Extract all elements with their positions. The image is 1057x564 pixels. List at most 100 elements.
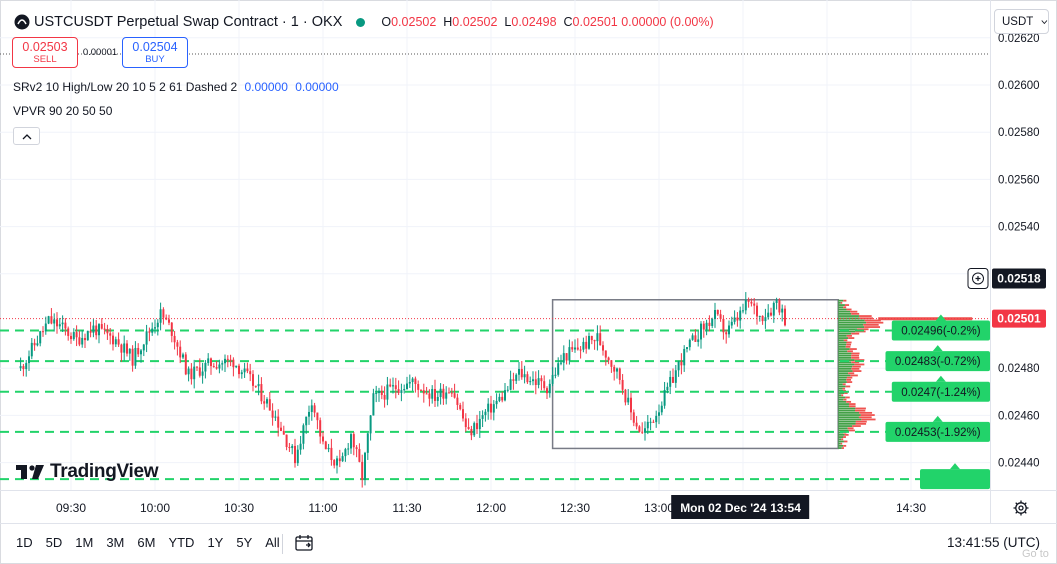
symbol-title[interactable]: USTCUSDT Perpetual Swap Contract · 1 · O… xyxy=(34,14,343,30)
crosshair-time-label: 13:54 xyxy=(770,501,801,515)
candle-up xyxy=(744,299,747,311)
candle-down xyxy=(179,346,182,358)
candle-down xyxy=(22,366,25,370)
volume-bar-up xyxy=(838,447,842,449)
volume-bar-down xyxy=(846,343,852,346)
candle-down xyxy=(590,335,593,341)
candle-down xyxy=(602,345,604,351)
candle-down xyxy=(176,342,179,347)
activation-watermark: Go to xyxy=(1022,548,1049,560)
volume-bar-down xyxy=(858,315,872,317)
utc-clock[interactable]: 13:41:55 (UTC) xyxy=(947,535,1041,550)
candle-up xyxy=(660,405,663,413)
candle-down xyxy=(417,384,420,390)
candle-up xyxy=(733,317,736,322)
volume-bar-up xyxy=(838,383,843,386)
candle-down xyxy=(462,409,464,419)
candle-up xyxy=(677,361,680,371)
candle-up xyxy=(36,343,39,346)
candle-down xyxy=(638,426,641,432)
volume-bar-up xyxy=(838,418,862,421)
candle-down xyxy=(456,397,459,405)
gear-icon[interactable] xyxy=(1012,499,1030,517)
volume-bar-down xyxy=(854,363,865,366)
range-5d[interactable]: 5D xyxy=(45,535,63,550)
volume-bar-up xyxy=(838,400,847,403)
candle-down xyxy=(355,447,358,450)
candle-up xyxy=(257,384,260,387)
sell-button[interactable]: 0.02503 SELL xyxy=(12,37,78,68)
candle-up xyxy=(487,403,490,412)
candle-down xyxy=(137,347,140,355)
volume-bar-down xyxy=(855,330,866,333)
candle-up xyxy=(378,390,380,394)
volume-bar-up xyxy=(838,420,856,423)
range-3m[interactable]: 3M xyxy=(106,535,125,550)
candle-down xyxy=(75,332,78,338)
candle-down xyxy=(383,395,386,400)
candle-up xyxy=(386,384,389,400)
candle-up xyxy=(436,396,439,401)
indicator-vpvr[interactable]: VPVR 90 20 50 50 xyxy=(13,104,113,118)
volume-bar-down xyxy=(866,321,884,324)
volume-bar-up xyxy=(838,436,843,438)
volume-bar-up xyxy=(838,394,842,397)
volume-bar-up xyxy=(838,414,861,416)
volume-bar-down xyxy=(849,348,857,350)
candle-down xyxy=(708,322,711,326)
range-1y[interactable]: 1Y xyxy=(207,535,224,550)
time-tick-label: 11:30 xyxy=(392,501,421,515)
candle-up xyxy=(714,309,716,319)
indicator-srv2[interactable]: SRv2 10 High/Low 20 10 5 2 61 Dashed 2 0… xyxy=(13,80,339,94)
buy-button[interactable]: 0.02504 BUY xyxy=(122,37,188,68)
volume-bar-down xyxy=(844,304,850,306)
candle-up xyxy=(484,411,487,416)
volume-bar-down xyxy=(846,381,853,383)
price-tick-label: 0.02560 xyxy=(998,174,1040,186)
symbol-legend: USTCUSDT Perpetual Swap Contract · 1 · O… xyxy=(14,11,714,33)
volume-bar-down xyxy=(851,354,860,357)
price-axis: 0.02620 0.02600 0.02580 0.02560 0.02540 0.024… xyxy=(998,33,1040,470)
spread-value: 0.00001 xyxy=(82,47,118,58)
candle-down xyxy=(722,318,725,333)
range-6m[interactable]: 6M xyxy=(137,535,156,550)
candle-up xyxy=(711,318,714,326)
price-chart[interactable]: 0.02620 0.02600 0.02580 0.02560 0.02540 0.024… xyxy=(0,0,1057,523)
candle-up xyxy=(28,356,30,364)
volume-bar-up xyxy=(838,343,847,346)
candle-down xyxy=(540,378,543,382)
candle-up xyxy=(574,347,576,350)
candle-down xyxy=(453,393,456,398)
candle-down xyxy=(67,328,70,336)
plus-circle-icon xyxy=(972,272,984,285)
currency-selector[interactable]: USDT xyxy=(994,9,1049,34)
range-all[interactable]: All xyxy=(265,535,280,550)
candle-up xyxy=(92,325,95,333)
candle-down xyxy=(313,405,316,413)
volume-bar-up xyxy=(838,345,846,348)
candle-down xyxy=(173,335,176,343)
volume-bar-up xyxy=(838,396,846,399)
candle-up xyxy=(235,365,238,368)
volume-bar-up xyxy=(838,376,847,379)
collapse-indicators-button[interactable] xyxy=(13,127,40,145)
candle-down xyxy=(100,324,103,329)
volume-bar-up xyxy=(838,385,846,388)
candle-up xyxy=(742,310,744,312)
range-ytd[interactable]: YTD xyxy=(168,535,195,550)
volume-bar-up xyxy=(838,370,853,372)
calendar-goto-icon[interactable] xyxy=(294,533,314,553)
volume-bar-up xyxy=(838,319,865,322)
volume-bar-up xyxy=(838,350,848,353)
volume-profile xyxy=(838,299,973,449)
volume-bar-up xyxy=(838,308,847,311)
range-box xyxy=(551,299,839,450)
candle-up xyxy=(683,348,686,366)
candle-up xyxy=(739,310,742,321)
range-1d[interactable]: 1D xyxy=(16,535,33,550)
candle-down xyxy=(652,421,655,423)
range-1m[interactable]: 1M xyxy=(75,535,94,550)
range-5y[interactable]: 5Y xyxy=(236,535,253,550)
candle-up xyxy=(299,443,302,450)
candle-up xyxy=(201,371,204,376)
